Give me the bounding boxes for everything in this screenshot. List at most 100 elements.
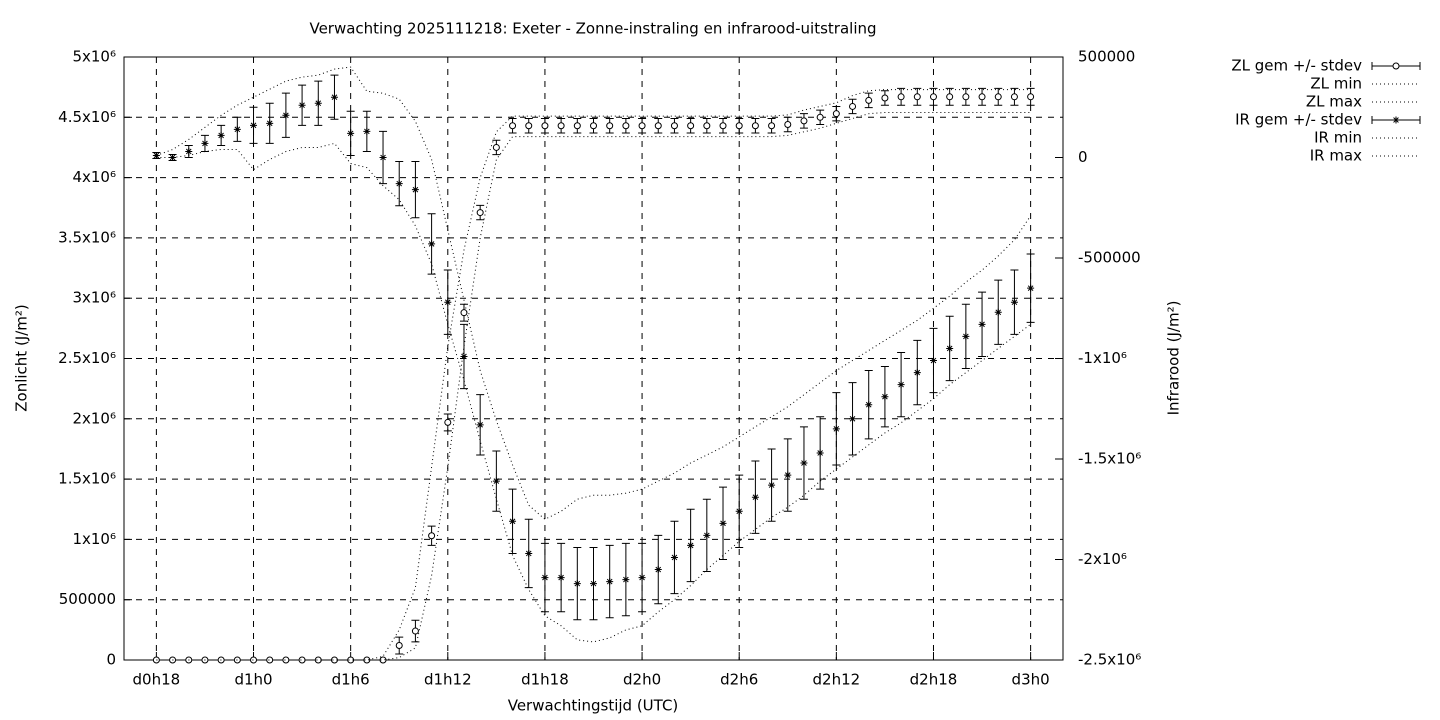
point [379, 656, 387, 664]
y2-tick-label: -2.5x10⁶ [1078, 651, 1141, 669]
point [330, 656, 338, 664]
y-tick-label: 500000 [59, 590, 116, 608]
point [185, 147, 193, 155]
point [152, 151, 160, 159]
point [314, 656, 322, 664]
y2-tick-label: 0 [1078, 148, 1088, 166]
point [266, 656, 274, 664]
x-tick-label: d1h18 [521, 671, 569, 689]
y-tick-label: 0 [106, 651, 116, 669]
y-tick-label: 1x10⁶ [72, 530, 116, 548]
chart-title: Verwachting 2025111218: Exeter - Zonne-i… [309, 20, 876, 38]
legend-label: ZL gem +/- stdev [1231, 57, 1362, 75]
y2-tick-label: -2x10⁶ [1078, 550, 1127, 568]
y-tick-label: 2.5x10⁶ [58, 349, 116, 367]
point [460, 309, 468, 317]
legend-marker [1392, 62, 1400, 70]
point [735, 507, 743, 515]
point [606, 578, 614, 586]
y2-axis-label: Infrarood (J/m²) [1165, 301, 1183, 416]
point [946, 344, 954, 352]
point [590, 122, 597, 130]
point [800, 117, 808, 125]
point [638, 574, 646, 582]
point [994, 93, 1002, 101]
point [638, 122, 646, 130]
y-tick-label: 3.5x10⁶ [58, 228, 116, 246]
point [800, 459, 808, 467]
x-tick-label: d1h0 [234, 671, 272, 689]
legend-label: ZL max [1306, 93, 1362, 111]
point [444, 418, 452, 426]
point [379, 154, 387, 161]
point [832, 110, 840, 118]
point [832, 425, 840, 433]
point [929, 93, 937, 101]
point [363, 656, 371, 664]
point [978, 93, 986, 101]
point [1010, 298, 1018, 306]
y-axis-label: Zonlicht (J/m²) [13, 304, 31, 412]
y-tick-label: 5x10⁶ [72, 48, 116, 66]
y-tick-label: 4x10⁶ [72, 168, 116, 186]
point [865, 96, 873, 104]
point [670, 122, 678, 130]
point [444, 298, 452, 306]
point [719, 519, 727, 527]
point [330, 93, 338, 101]
point [962, 93, 970, 101]
point [751, 122, 759, 130]
y2-tick-label: -1x10⁶ [1078, 349, 1127, 367]
point [395, 180, 403, 188]
x-tick-label: d1h12 [424, 671, 472, 689]
x-axis-label: Verwachtingstijd (UTC) [508, 697, 679, 715]
point [573, 122, 581, 130]
point [849, 415, 857, 423]
point [622, 576, 630, 584]
x-tick-label: d2h6 [720, 671, 758, 689]
point [849, 102, 857, 110]
point [557, 122, 565, 130]
point [784, 121, 792, 129]
point [913, 369, 921, 377]
point [687, 541, 695, 549]
legend-label: IR min [1314, 129, 1362, 147]
point [509, 122, 517, 130]
point [282, 656, 290, 664]
series-line [156, 142, 1031, 643]
point [881, 94, 889, 102]
point [460, 352, 468, 360]
point [152, 656, 160, 664]
y-tick-label: 4.5x10⁶ [58, 108, 116, 126]
point [557, 574, 565, 582]
point [314, 99, 322, 107]
point [978, 320, 986, 328]
point [525, 122, 533, 130]
point [816, 113, 824, 121]
legend-label: IR max [1310, 147, 1362, 165]
x-tick-label: d3h0 [1012, 671, 1050, 689]
point [865, 401, 873, 409]
point [606, 122, 614, 130]
point [298, 101, 306, 109]
point [768, 481, 776, 489]
point [994, 308, 1002, 316]
point [913, 93, 921, 101]
x-tick-label: d2h0 [623, 671, 661, 689]
legend-label: ZL min [1310, 75, 1362, 93]
point [1027, 93, 1035, 101]
point [1010, 93, 1018, 101]
point [411, 627, 419, 635]
point [1027, 284, 1035, 292]
point [217, 131, 225, 139]
point [897, 381, 905, 389]
y-tick-label: 1.5x10⁶ [58, 470, 116, 488]
point [881, 393, 889, 401]
point [719, 122, 727, 130]
point [590, 580, 597, 588]
series-line [156, 66, 1032, 520]
point [784, 471, 792, 479]
legend-label: IR gem +/- stdev [1235, 111, 1362, 129]
point [703, 531, 711, 539]
point [250, 656, 258, 664]
